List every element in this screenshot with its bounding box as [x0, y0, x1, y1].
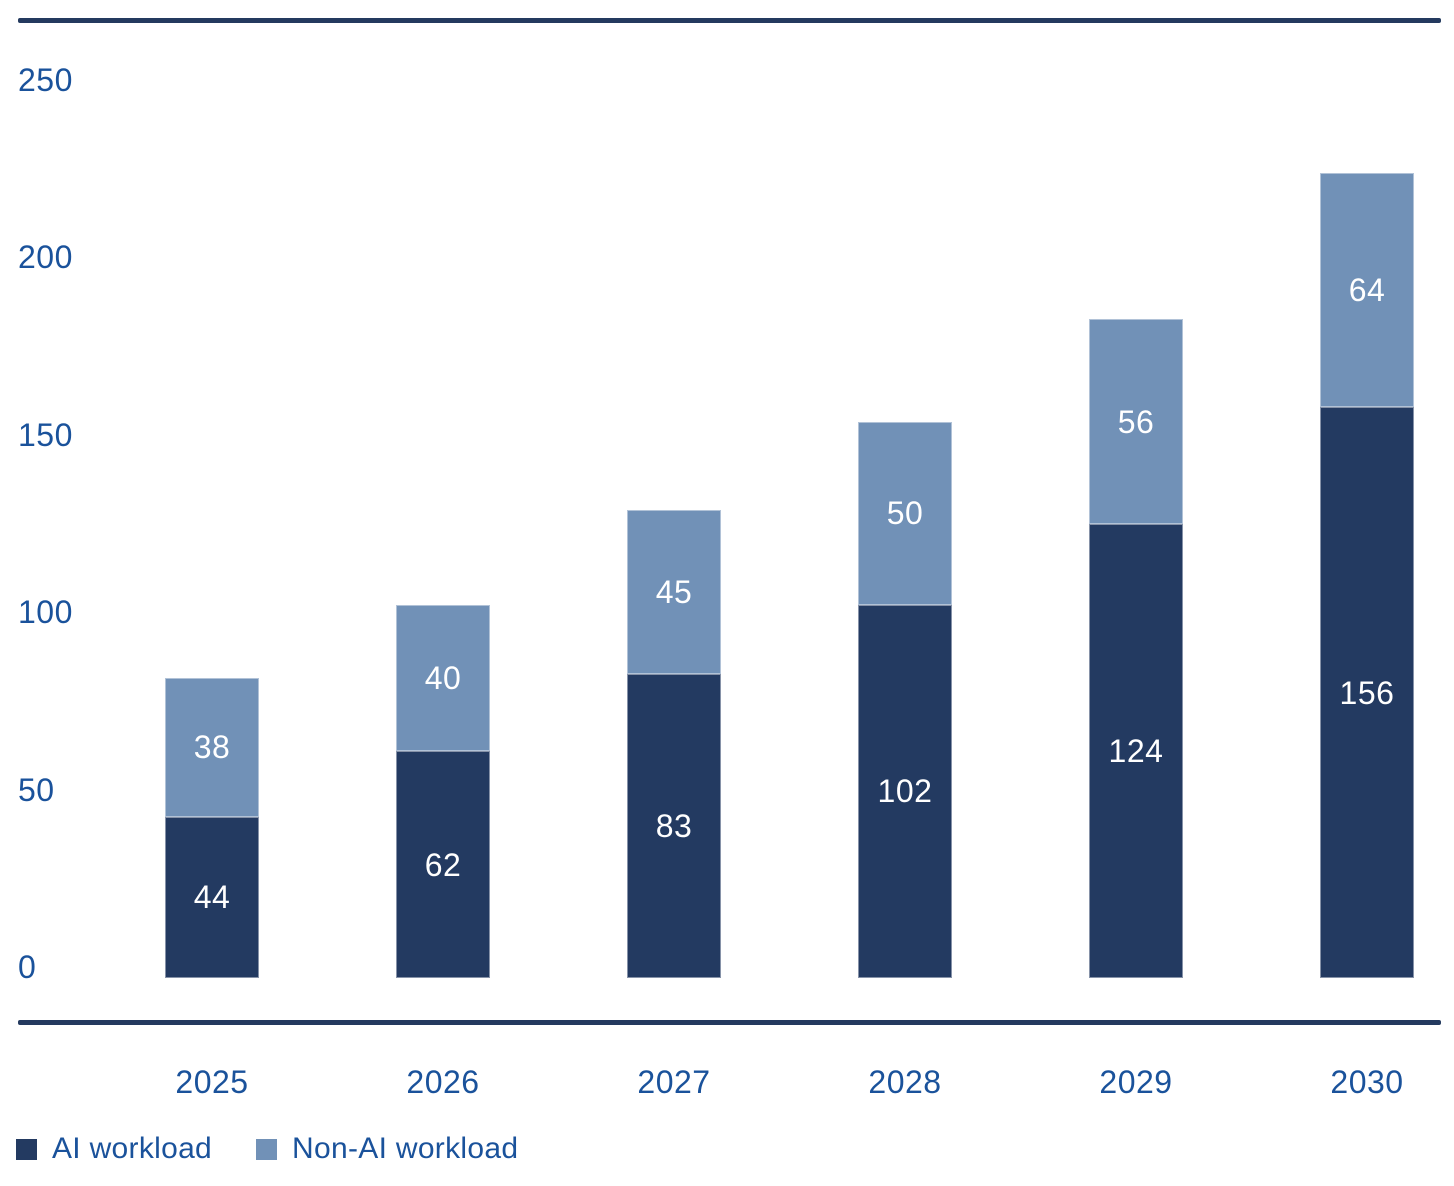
bar-value-label-2029-ai-workload: 124 [1108, 733, 1164, 770]
bar-segment-2027-ai-workload [627, 674, 721, 978]
y-axis-tick-label-0: 0 [18, 949, 37, 985]
bar-segment-2026-ai-workload [396, 751, 490, 978]
bar-segment-2030-non-ai-workload [1320, 172, 1414, 408]
bar-value-label-2030-ai-workload: 156 [1339, 674, 1395, 711]
x-axis-category-label-2030: 2030 [1330, 1064, 1404, 1100]
bar-value-label-2025-non-ai-workload: 38 [193, 729, 231, 766]
bar-value-label-2028-non-ai-workload: 50 [886, 495, 924, 532]
x-axis-category-label-2026: 2026 [406, 1064, 480, 1100]
y-axis-tick-label-50: 50 [18, 771, 55, 808]
bar-segment-2028-non-ai-workload [858, 421, 952, 605]
bar-value-label-2026-non-ai-workload: 40 [424, 659, 462, 696]
y-axis-tick-label-200: 200 [18, 239, 73, 276]
bar-value-label-2025-ai-workload: 44 [193, 879, 231, 916]
bar-value-label-2028-ai-workload: 102 [877, 773, 933, 810]
y-axis-tick-label-250: 250 [18, 62, 73, 98]
bar-value-label-2026-ai-workload: 62 [424, 846, 462, 883]
y-axis-tick-label-150: 150 [18, 416, 73, 453]
legend-item-ai-workload: AI workload [16, 1134, 212, 1164]
bar-value-label-2029-non-ai-workload: 56 [1117, 403, 1155, 440]
x-axis-category-label-2028: 2028 [868, 1064, 942, 1100]
y-axis-tick-label-100: 100 [18, 594, 73, 631]
legend: AI workload Non-AI workload [16, 1134, 518, 1164]
legend-label-ai-workload: AI workload [52, 1132, 213, 1165]
bar-value-label-2030-non-ai-workload: 64 [1348, 271, 1386, 308]
x-axis-category-label-2029: 2029 [1099, 1064, 1173, 1100]
legend-label-non-ai-workload: Non-AI workload [292, 1132, 519, 1165]
bottom-border-line [18, 1020, 1441, 1025]
bar-segment-2025-ai-workload [165, 816, 259, 978]
top-border-line [18, 18, 1441, 23]
bar-segment-2029-ai-workload [1089, 524, 1183, 978]
legend-swatch-non-ai-workload [256, 1138, 278, 1160]
x-axis-category-label-2025: 2025 [175, 1064, 249, 1100]
legend-item-non-ai-workload: Non-AI workload [256, 1134, 518, 1164]
bar-value-label-2027-non-ai-workload: 45 [655, 573, 693, 610]
bar-segment-2027-non-ai-workload [627, 509, 721, 675]
x-axis-category-label-2027: 2027 [637, 1064, 711, 1100]
bar-value-label-2027-ai-workload: 83 [655, 808, 693, 845]
bar-segment-2026-non-ai-workload [396, 604, 490, 752]
bar-segment-2028-ai-workload [858, 604, 952, 978]
legend-swatch-ai-workload [16, 1138, 37, 1160]
bar-segment-2029-non-ai-workload [1089, 319, 1183, 525]
bar-segment-2025-non-ai-workload [165, 677, 259, 817]
bar-segment-2030-ai-workload [1320, 407, 1414, 978]
